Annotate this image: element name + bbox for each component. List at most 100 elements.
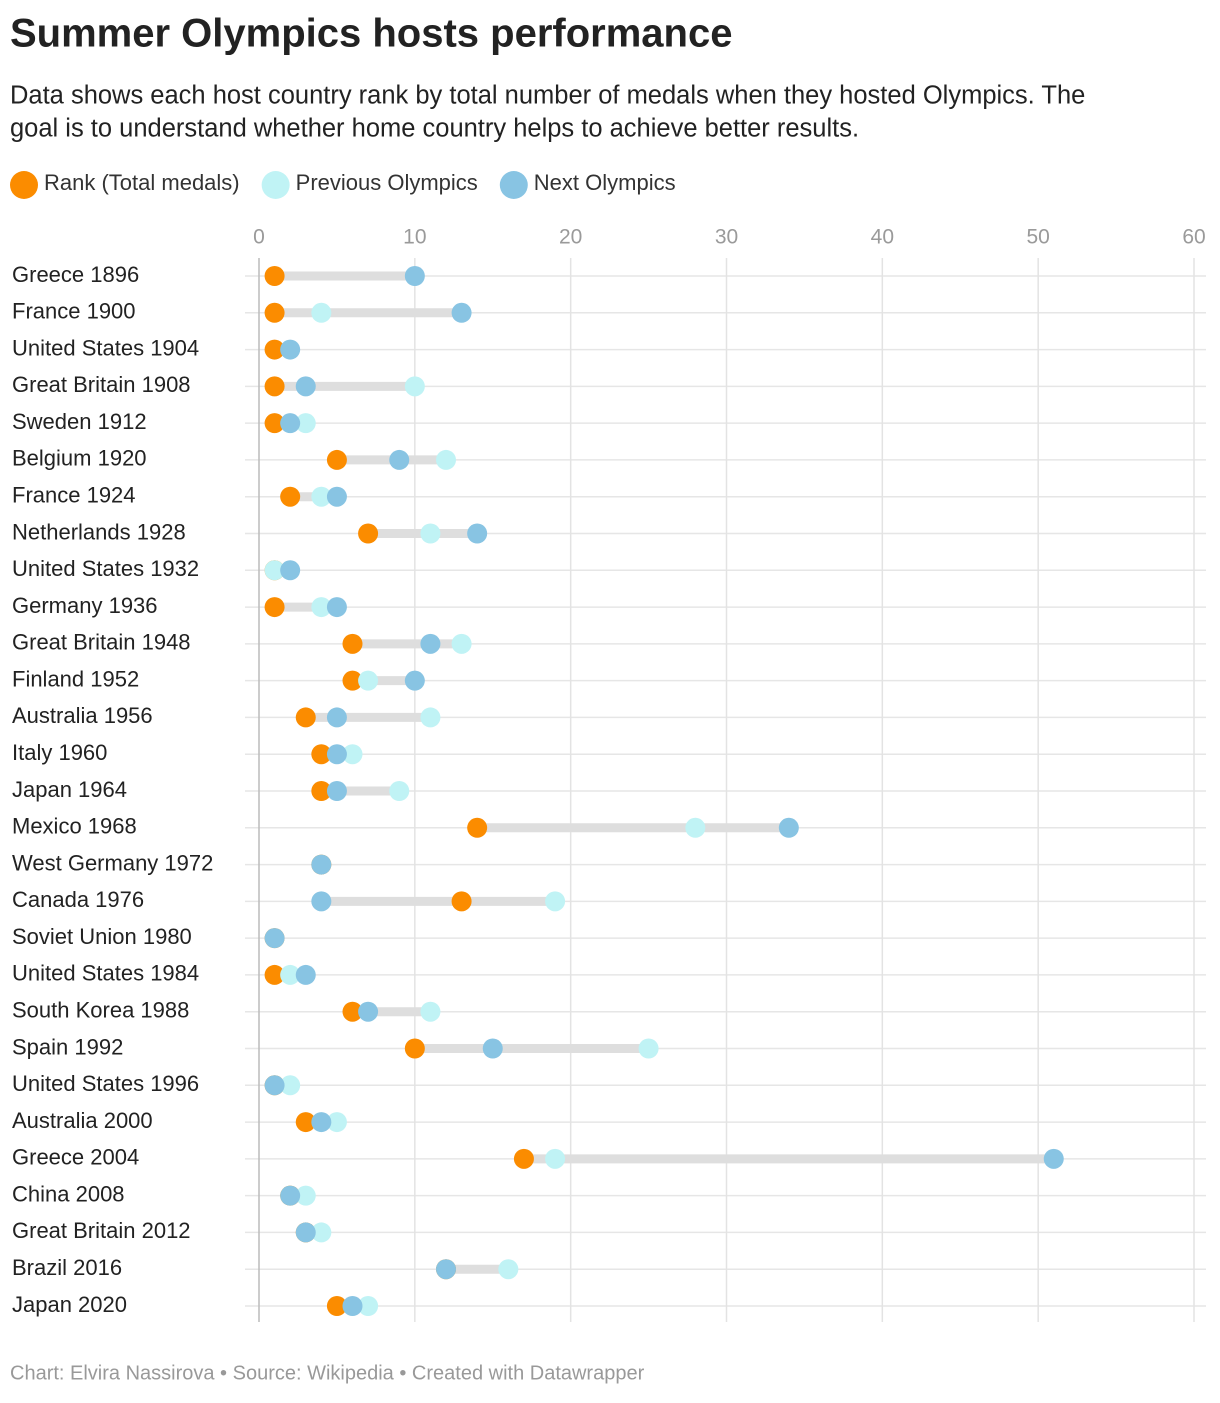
y-tick-label: France 1924: [12, 483, 136, 508]
y-tick-label: Spain 1992: [12, 1034, 123, 1059]
y-tick-label: United States 1932: [12, 556, 199, 581]
dot: [311, 891, 332, 912]
dot: [358, 670, 379, 691]
dot: [326, 781, 347, 801]
legend-label: Next Olympics: [534, 170, 676, 195]
dot: [311, 781, 332, 801]
dot: [513, 1148, 534, 1169]
dot: [420, 633, 441, 654]
y-tick-label: Italy 1960: [12, 740, 107, 765]
dot: [311, 486, 332, 507]
dot: [451, 633, 472, 654]
dot: [280, 486, 301, 507]
y-tick-label: Soviet Union 1980: [12, 924, 192, 949]
dot: [264, 597, 285, 618]
y-tick-label: Great Britain 1908: [12, 372, 191, 397]
chart-subtitle: Data shows each host country rank by tot…: [10, 82, 1085, 110]
dot: [545, 891, 566, 912]
dot: [326, 1296, 347, 1316]
y-tick-label: Canada 1976: [12, 887, 144, 912]
dot: [342, 1296, 363, 1316]
dot: [280, 339, 301, 360]
y-tick-label: Greece 2004: [12, 1145, 139, 1170]
dot: [311, 597, 332, 618]
x-tick-label: 0: [253, 226, 265, 249]
y-tick-label: Japan 1964: [12, 777, 127, 802]
legend-marker: [10, 171, 38, 199]
dot: [295, 1222, 316, 1243]
dot: [404, 266, 425, 286]
dot: [404, 1038, 425, 1059]
dot: [389, 781, 410, 801]
dot: [358, 1001, 379, 1022]
dot: [545, 1148, 566, 1169]
dot: [342, 1001, 363, 1022]
dot: [342, 670, 363, 691]
dot: [420, 1001, 441, 1022]
y-tick-label: Australia 1956: [12, 703, 153, 728]
dot: [467, 817, 488, 838]
y-tick-label: Brazil 2016: [12, 1255, 122, 1280]
dot: [342, 744, 363, 765]
dot: [451, 302, 472, 323]
dot: [311, 1222, 332, 1243]
dot: [264, 339, 285, 360]
dot: [280, 1075, 301, 1096]
x-tick-label: 30: [715, 226, 738, 249]
dot: [264, 1075, 285, 1096]
y-tick-label: Mexico 1968: [12, 814, 137, 839]
dot: [280, 964, 301, 985]
y-tick-label: China 2008: [12, 1181, 125, 1206]
dot: [295, 376, 316, 397]
x-tick-label: 20: [559, 226, 582, 249]
dot: [280, 413, 301, 434]
dot: [280, 560, 301, 581]
y-tick-label: Finland 1952: [12, 666, 139, 691]
y-tick-label: United States 1996: [12, 1071, 199, 1096]
dot: [295, 707, 316, 728]
dot: [638, 1038, 659, 1059]
dot: [295, 964, 316, 985]
dot: [280, 1185, 301, 1206]
legend-label: Rank (Total medals): [44, 170, 240, 195]
dot: [311, 744, 332, 765]
x-tick-label: 50: [1026, 226, 1049, 249]
dot: [295, 413, 316, 434]
dot: [451, 891, 472, 912]
dot: [389, 449, 410, 470]
legend-label: Previous Olympics: [296, 170, 478, 195]
dot: [404, 376, 425, 397]
dot: [264, 413, 285, 434]
dot: [326, 1112, 347, 1133]
x-tick-label: 60: [1182, 226, 1205, 249]
dot: [295, 1112, 316, 1133]
y-tick-label: France 1900: [12, 299, 136, 324]
dot: [264, 302, 285, 323]
dot: [326, 744, 347, 765]
dot: [326, 486, 347, 507]
dot: [295, 1185, 316, 1206]
y-tick-label: Great Britain 1948: [12, 630, 191, 655]
chart-title: Summer Olympics hosts performance: [10, 12, 732, 56]
dot: [264, 266, 285, 286]
y-tick-label: Germany 1936: [12, 593, 158, 618]
dot: [326, 597, 347, 618]
chart-subtitle: goal is to understand whether home count…: [10, 115, 859, 143]
dot: [311, 302, 332, 323]
y-tick-label: Netherlands 1928: [12, 519, 186, 544]
dot: [482, 1038, 503, 1059]
y-tick-label: Great Britain 2012: [12, 1218, 191, 1243]
dot: [436, 1259, 456, 1280]
dot: [264, 964, 285, 985]
y-tick-label: South Korea 1988: [12, 998, 189, 1023]
dot: [264, 376, 285, 397]
y-tick-label: Belgium 1920: [12, 446, 147, 471]
y-tick-label: West Germany 1972: [12, 850, 213, 875]
legend-marker: [499, 171, 528, 199]
dot: [420, 707, 441, 728]
y-tick-label: Greece 1896: [12, 262, 139, 287]
y-tick-label: Sweden 1912: [12, 409, 147, 434]
y-tick-label: Japan 2020: [12, 1292, 127, 1317]
dot: [420, 523, 441, 544]
dot: [326, 449, 347, 470]
